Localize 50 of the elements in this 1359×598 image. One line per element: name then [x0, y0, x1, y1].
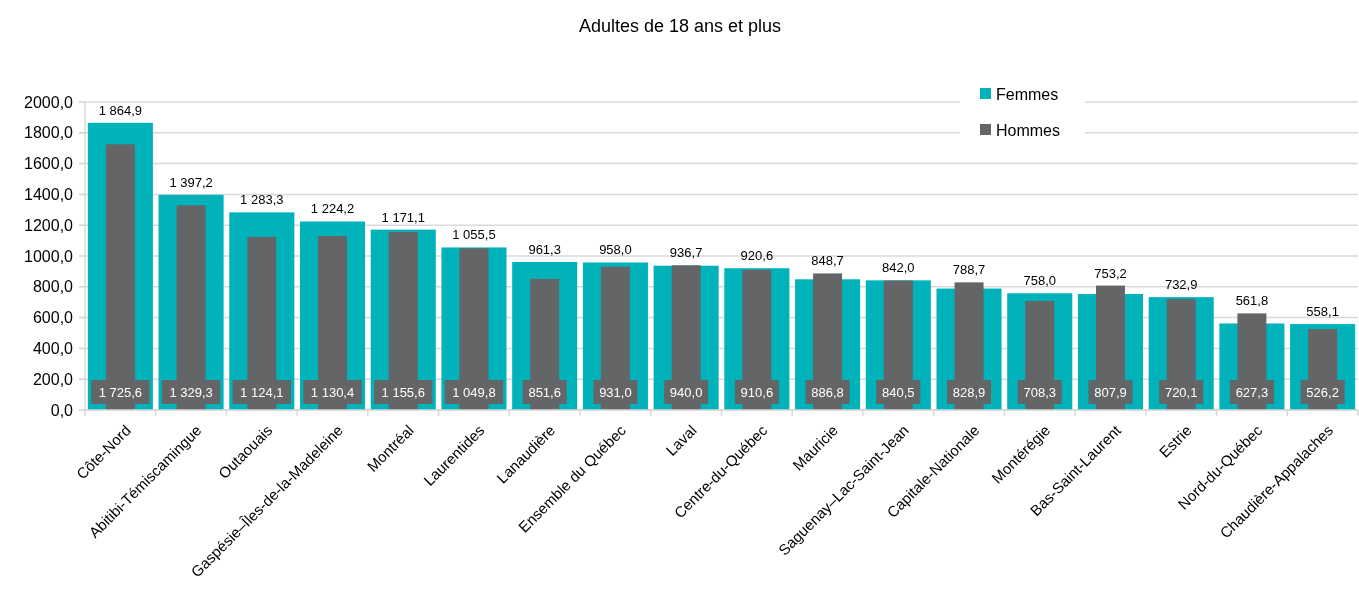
y-tick-label: 1800,0	[24, 124, 74, 142]
legend-label: Hommes	[996, 121, 1061, 139]
data-label: 758,0	[1023, 273, 1057, 289]
data-label: 753,2	[1094, 265, 1127, 281]
data-label: 526,2	[1306, 385, 1339, 400]
data-label: 961,3	[528, 241, 561, 257]
data-label: 1 283,3	[240, 192, 284, 208]
y-tick-label: 1000,0	[24, 247, 74, 265]
data-label: 848,7	[811, 253, 844, 269]
data-label: 720,1	[1164, 385, 1198, 400]
data-label: 1 329,3	[169, 385, 213, 400]
y-tick-label: 1200,0	[24, 216, 74, 234]
y-tick-label: 600,0	[32, 309, 74, 327]
data-label: 958,0	[599, 242, 632, 258]
y-tick-label: 2000,0	[24, 93, 74, 111]
legend-label: Femmes	[996, 85, 1059, 103]
data-label: 840,5	[882, 385, 915, 400]
data-label: 1 864,9	[98, 102, 143, 118]
data-label: 886,8	[811, 385, 844, 400]
chart-title: Adultes de 18 ans et plus	[578, 16, 782, 36]
data-label: 788,7	[952, 262, 986, 278]
y-tick-label: 1600,0	[24, 155, 74, 173]
data-label: 910,6	[740, 385, 774, 400]
y-tick-label: 400,0	[32, 340, 74, 357]
data-label: 842,0	[882, 260, 915, 276]
data-label: 1 725,6	[98, 385, 143, 400]
data-label: 1 224,2	[310, 201, 355, 217]
data-label: 1 049,8	[452, 385, 496, 400]
data-label: 936,7	[669, 245, 703, 261]
data-label: 1 124,1	[240, 385, 284, 400]
y-tick-label: 1400,0	[24, 186, 74, 203]
y-tick-label: 800,0	[32, 278, 74, 296]
data-label: 1 171,1	[381, 209, 425, 225]
data-label: 1 130,4	[310, 385, 355, 400]
data-label: 627,3	[1235, 385, 1269, 400]
data-label: 1 055,5	[452, 227, 496, 243]
data-label: 558,1	[1306, 304, 1339, 320]
data-label: 828,9	[952, 385, 986, 400]
y-tick-label: 200,0	[32, 370, 74, 388]
data-label: 807,9	[1094, 385, 1127, 400]
data-label: 561,8	[1235, 293, 1269, 309]
data-label: 708,3	[1023, 385, 1057, 400]
data-label: 931,0	[599, 385, 632, 400]
data-label: 851,6	[528, 385, 561, 400]
data-label: 1 155,6	[381, 385, 425, 400]
data-label: 920,6	[740, 248, 774, 264]
y-tick-label: 0,0	[50, 401, 74, 419]
data-label: 1 397,2	[169, 174, 213, 190]
data-label: 732,9	[1164, 277, 1198, 293]
data-label: 940,0	[669, 385, 703, 400]
